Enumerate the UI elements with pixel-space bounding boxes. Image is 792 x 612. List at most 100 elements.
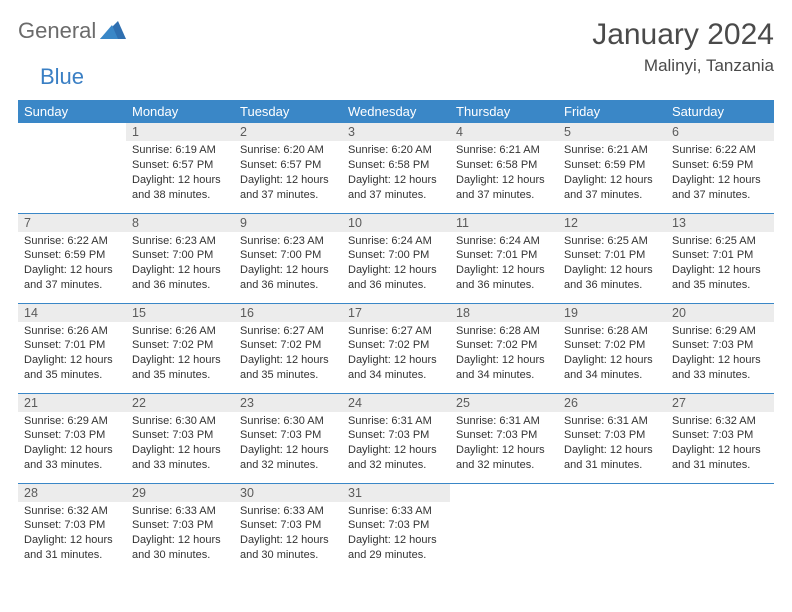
calendar-day-cell: 9Sunrise: 6:23 AMSunset: 7:00 PMDaylight… — [234, 213, 342, 303]
day-d1: Daylight: 12 hours — [456, 443, 552, 458]
day-sr: Sunrise: 6:30 AM — [132, 414, 228, 429]
calendar-day-cell: 29Sunrise: 6:33 AMSunset: 7:03 PMDayligh… — [126, 483, 234, 573]
day-ss: Sunset: 7:02 PM — [564, 338, 660, 353]
calendar-day-cell: 31Sunrise: 6:33 AMSunset: 7:03 PMDayligh… — [342, 483, 450, 573]
day-sr: Sunrise: 6:20 AM — [240, 143, 336, 158]
day-ss: Sunset: 6:58 PM — [456, 158, 552, 173]
day-number: 25 — [450, 394, 558, 412]
day-d1: Daylight: 12 hours — [672, 263, 768, 278]
day-sr: Sunrise: 6:28 AM — [564, 324, 660, 339]
day-d1: Daylight: 12 hours — [24, 263, 120, 278]
day-d1: Daylight: 12 hours — [240, 443, 336, 458]
calendar-day-cell: 27Sunrise: 6:32 AMSunset: 7:03 PMDayligh… — [666, 393, 774, 483]
day-number: 5 — [558, 123, 666, 141]
day-number: 30 — [234, 484, 342, 502]
day-number: 16 — [234, 304, 342, 322]
day-number: 4 — [450, 123, 558, 141]
weekday-header: Tuesday — [234, 100, 342, 123]
calendar-day-cell: 28Sunrise: 6:32 AMSunset: 7:03 PMDayligh… — [18, 483, 126, 573]
day-sr: Sunrise: 6:33 AM — [348, 504, 444, 519]
day-data: Sunrise: 6:33 AMSunset: 7:03 PMDaylight:… — [234, 502, 342, 569]
day-d1: Daylight: 12 hours — [132, 263, 228, 278]
day-d2: and 30 minutes. — [240, 548, 336, 563]
calendar-week-row: 7Sunrise: 6:22 AMSunset: 6:59 PMDaylight… — [18, 213, 774, 303]
calendar-week-row: 14 Sunrise: 6:26 AM Sunset: 7:01 PM Dayligh… — [18, 303, 774, 393]
weekday-header: Thursday — [450, 100, 558, 123]
day-d1: Daylight: 12 hours — [564, 173, 660, 188]
day-ss: Sunset: 7:00 PM — [240, 248, 336, 263]
day-d2: and 37 minutes. — [564, 188, 660, 203]
day-d2: and 29 minutes. — [348, 548, 444, 563]
weekday-header: Monday — [126, 100, 234, 123]
day-number: 8 — [126, 214, 234, 232]
day-number: 26 — [558, 394, 666, 412]
day-d2: and 36 minutes. — [456, 278, 552, 293]
day-data: Sunrise: 6:25 AMSunset: 7:01 PMDaylight:… — [558, 232, 666, 299]
day-d1: Daylight: 12 hours — [240, 533, 336, 548]
day-ss: Sunset: 7:01 PM — [24, 338, 120, 353]
day-number: 11 — [450, 214, 558, 232]
day-ss: Sunset: 6:58 PM — [348, 158, 444, 173]
day-sr: Sunrise: 6:24 AM — [348, 234, 444, 249]
weekday-header: Saturday — [666, 100, 774, 123]
day-ss: Sunset: 7:03 PM — [672, 338, 768, 353]
day-d2: and 37 minutes. — [456, 188, 552, 203]
day-sr: Sunrise: 6:24 AM — [456, 234, 552, 249]
day-data: Sunrise: 6:27 AMSunset: 7:02 PMDaylight:… — [234, 322, 342, 389]
calendar-day-cell: 3Sunrise: 6:20 AMSunset: 6:58 PMDaylight… — [342, 123, 450, 213]
calendar-day-cell: 24Sunrise: 6:31 AMSunset: 7:03 PMDayligh… — [342, 393, 450, 483]
calendar-day-cell: 18Sunrise: 6:28 AMSunset: 7:02 PMDayligh… — [450, 303, 558, 393]
day-number: 14 — [18, 304, 126, 322]
day-d2: and 32 minutes. — [240, 458, 336, 473]
day-d1: Daylight: 12 hours — [672, 353, 768, 368]
day-sr: Sunrise: 6:21 AM — [564, 143, 660, 158]
day-d2: and 35 minutes. — [672, 278, 768, 293]
calendar-day-cell — [558, 483, 666, 573]
day-ss: Sunset: 7:03 PM — [24, 518, 120, 533]
day-d2: and 34 minutes. — [564, 368, 660, 383]
day-ss: Sunset: 7:02 PM — [348, 338, 444, 353]
day-number: 6 — [666, 123, 774, 141]
day-number: 28 — [18, 484, 126, 502]
day-number: 3 — [342, 123, 450, 141]
calendar-day-cell: 12Sunrise: 6:25 AMSunset: 7:01 PMDayligh… — [558, 213, 666, 303]
day-d2: and 36 minutes. — [564, 278, 660, 293]
day-data: Sunrise: 6:29 AMSunset: 7:03 PMDaylight:… — [666, 322, 774, 389]
calendar-day-cell: 21Sunrise: 6:29 AMSunset: 7:03 PMDayligh… — [18, 393, 126, 483]
day-d2: and 31 minutes. — [564, 458, 660, 473]
day-sr: Sunrise: 6:23 AM — [240, 234, 336, 249]
calendar-day-cell: 11Sunrise: 6:24 AMSunset: 7:01 PMDayligh… — [450, 213, 558, 303]
day-sr: Sunrise: 6:26 AM — [132, 324, 228, 339]
day-d1: Daylight: 12 hours — [564, 353, 660, 368]
calendar-day-cell: 16Sunrise: 6:27 AMSunset: 7:02 PMDayligh… — [234, 303, 342, 393]
brand-text-1: General — [18, 18, 96, 44]
calendar-day-cell: 5Sunrise: 6:21 AMSunset: 6:59 PMDaylight… — [558, 123, 666, 213]
day-ss: Sunset: 7:03 PM — [132, 518, 228, 533]
day-d1: Daylight: 12 hours — [456, 173, 552, 188]
day-sr: Sunrise: 6:23 AM — [132, 234, 228, 249]
calendar-week-row: 28Sunrise: 6:32 AMSunset: 7:03 PMDayligh… — [18, 483, 774, 573]
day-number: 21 — [18, 394, 126, 412]
day-number: 24 — [342, 394, 450, 412]
month-title: January 2024 — [592, 18, 774, 52]
day-d2: and 36 minutes. — [132, 278, 228, 293]
day-d1: Daylight: 12 hours — [24, 533, 120, 548]
brand-text-2: Blue — [40, 64, 84, 90]
calendar-week-row: 21Sunrise: 6:29 AMSunset: 7:03 PMDayligh… — [18, 393, 774, 483]
day-d1: Daylight: 12 hours — [672, 443, 768, 458]
day-d1: Daylight: 12 hours — [348, 443, 444, 458]
calendar-day-cell: 15Sunrise: 6:26 AMSunset: 7:02 PMDayligh… — [126, 303, 234, 393]
day-ss: Sunset: 7:02 PM — [132, 338, 228, 353]
day-ss: Sunset: 7:01 PM — [672, 248, 768, 263]
day-d1: Daylight: 12 hours — [456, 353, 552, 368]
day-number: 20 — [666, 304, 774, 322]
day-sr: Sunrise: 6:29 AM — [672, 324, 768, 339]
day-d2: and 30 minutes. — [132, 548, 228, 563]
day-d2: and 35 minutes. — [24, 368, 120, 383]
day-number: 1 — [126, 123, 234, 141]
calendar-day-cell: 13Sunrise: 6:25 AMSunset: 7:01 PMDayligh… — [666, 213, 774, 303]
brand-logo: General — [18, 18, 128, 44]
day-sr: Sunrise: 6:33 AM — [240, 504, 336, 519]
day-data: Sunrise: 6:32 AMSunset: 7:03 PMDaylight:… — [18, 502, 126, 569]
day-data: Sunrise: 6:20 AMSunset: 6:58 PMDaylight:… — [342, 141, 450, 208]
